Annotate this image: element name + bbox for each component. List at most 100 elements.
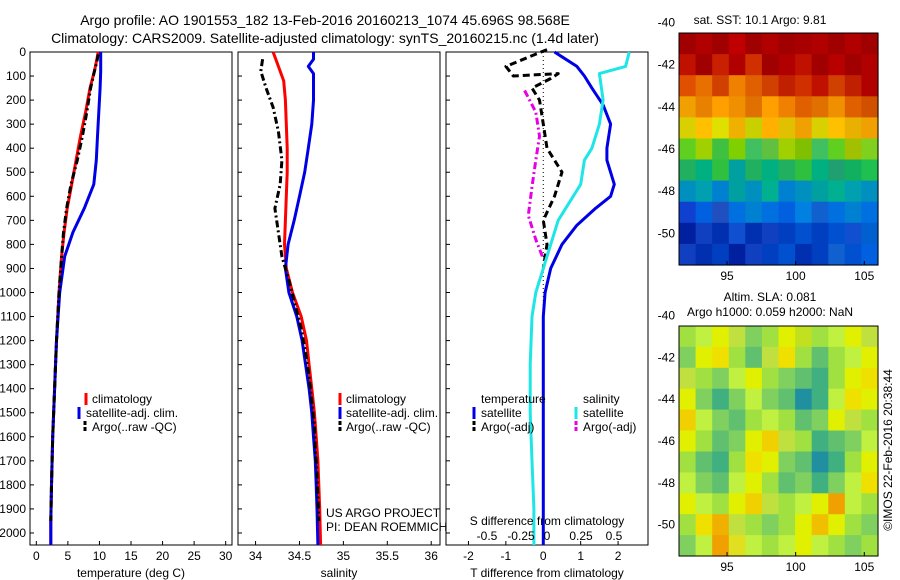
map-y-tick-label: -46 [658,142,676,156]
map-cell [795,75,813,97]
map-cell [745,201,763,224]
map-cell [695,243,713,266]
map-cell [844,117,862,140]
map-cell [844,451,862,473]
map-cell [811,117,829,140]
map-cell [811,96,829,118]
top-tick-label: -0.25 [507,529,535,543]
map-cell [761,430,780,452]
map-cell [828,138,846,161]
map-cell [795,514,813,536]
map-y-tick-label: -42 [658,350,676,364]
map-cell [778,159,796,182]
map-frame [678,32,879,266]
map-cell [844,159,862,182]
map-cell [811,451,829,473]
y-tick-label: 100 [6,69,26,83]
map-cell [861,430,879,452]
map-cell [712,451,730,473]
map-cell [761,472,780,494]
map-cell [795,493,813,515]
map-cell [728,243,746,266]
map-cell [778,201,796,224]
x-tick-label: 25 [187,549,201,563]
map-cell [679,472,697,494]
map-cell [861,514,879,536]
map-cell [811,535,829,557]
temperature-xlabel: temperature (deg C) [77,566,185,580]
map-cell [795,138,813,161]
map-cell [728,75,746,97]
map-cell [844,514,862,536]
map-cell [728,180,746,203]
map-cell [778,117,796,140]
map-cell [795,243,813,266]
sst-title: sat. SST: 10.1 Argo: 9.81 [694,13,827,27]
y-tick-label: 0 [19,45,26,59]
map-cell [795,409,813,432]
map-cell [844,138,862,161]
map-cell [844,222,862,245]
map-cell [778,535,796,557]
map-cell [778,326,796,348]
y-tick-label: 1200 [0,334,26,348]
map-cell [828,222,846,245]
map-cell [679,514,697,536]
map-cell [679,159,697,182]
map-cell [811,388,829,411]
temperature-legend: climatology satellite-adj. clim. Argo(..… [77,392,178,434]
map-cell [745,514,763,536]
map-y-tick-label: -48 [658,476,676,490]
map-cell [695,75,713,97]
map-cell [778,514,796,536]
salinity-legend: climatology satellite-adj. clim. Argo(..… [326,392,447,534]
map-cell [811,493,829,515]
map-cell [795,201,813,224]
map-cell [795,222,813,245]
map-y-tick-label: -50 [658,518,676,532]
map-cell [828,430,846,452]
legend-label-sal-satellite: satellite [583,406,624,420]
map-cell [712,222,730,245]
map-cell [811,243,829,266]
map-frame [678,325,879,557]
map-cell [778,451,796,473]
y-tick-label: 300 [6,117,26,131]
x-tick-label: 0 [540,549,547,563]
map-cell [761,514,780,536]
map-cell [861,138,879,161]
map-cell [828,451,846,473]
x-tick-label: 5 [65,549,72,563]
y-tick-label: 900 [6,261,26,275]
map-cell [795,96,813,118]
legend-label-temp-satellite: satellite [481,406,522,420]
map-cell [844,409,862,432]
map-cell [778,138,796,161]
y-tick-label: 200 [6,93,26,107]
map-cell [861,367,879,390]
series-line [528,51,631,545]
sst-map: -40 -42 -44 -46 -48 -50 95 100 105 [658,15,879,283]
map-cell [679,430,697,452]
map-cell [795,535,813,557]
map-cell [844,430,862,452]
map-cell [828,367,846,390]
imos-stamp: ©IMOS 22-Feb-2016 20:38:44 [881,369,895,531]
map-cell [844,33,862,55]
map-cell [778,96,796,118]
credit-line-1: US ARGO PROJECT [326,506,441,520]
legend-label-temp-argo: Argo(-adj) [481,420,534,434]
map-cell [861,54,879,76]
map-cell [745,451,763,473]
map-cell [844,243,862,266]
sla-title-2: Argo h1000: 0.059 h2000: NaN [687,305,853,319]
map-cell [745,33,763,55]
series-line [523,89,545,260]
top-tick-label: 0.25 [569,529,593,543]
map-cell [861,222,879,245]
map-cell [679,117,697,140]
map-cell [761,451,780,473]
difference-legend: temperature salinity satellite satellite… [472,392,636,434]
x-tick-label: 1 [577,549,584,563]
top-tick-label: 0 [544,529,551,543]
